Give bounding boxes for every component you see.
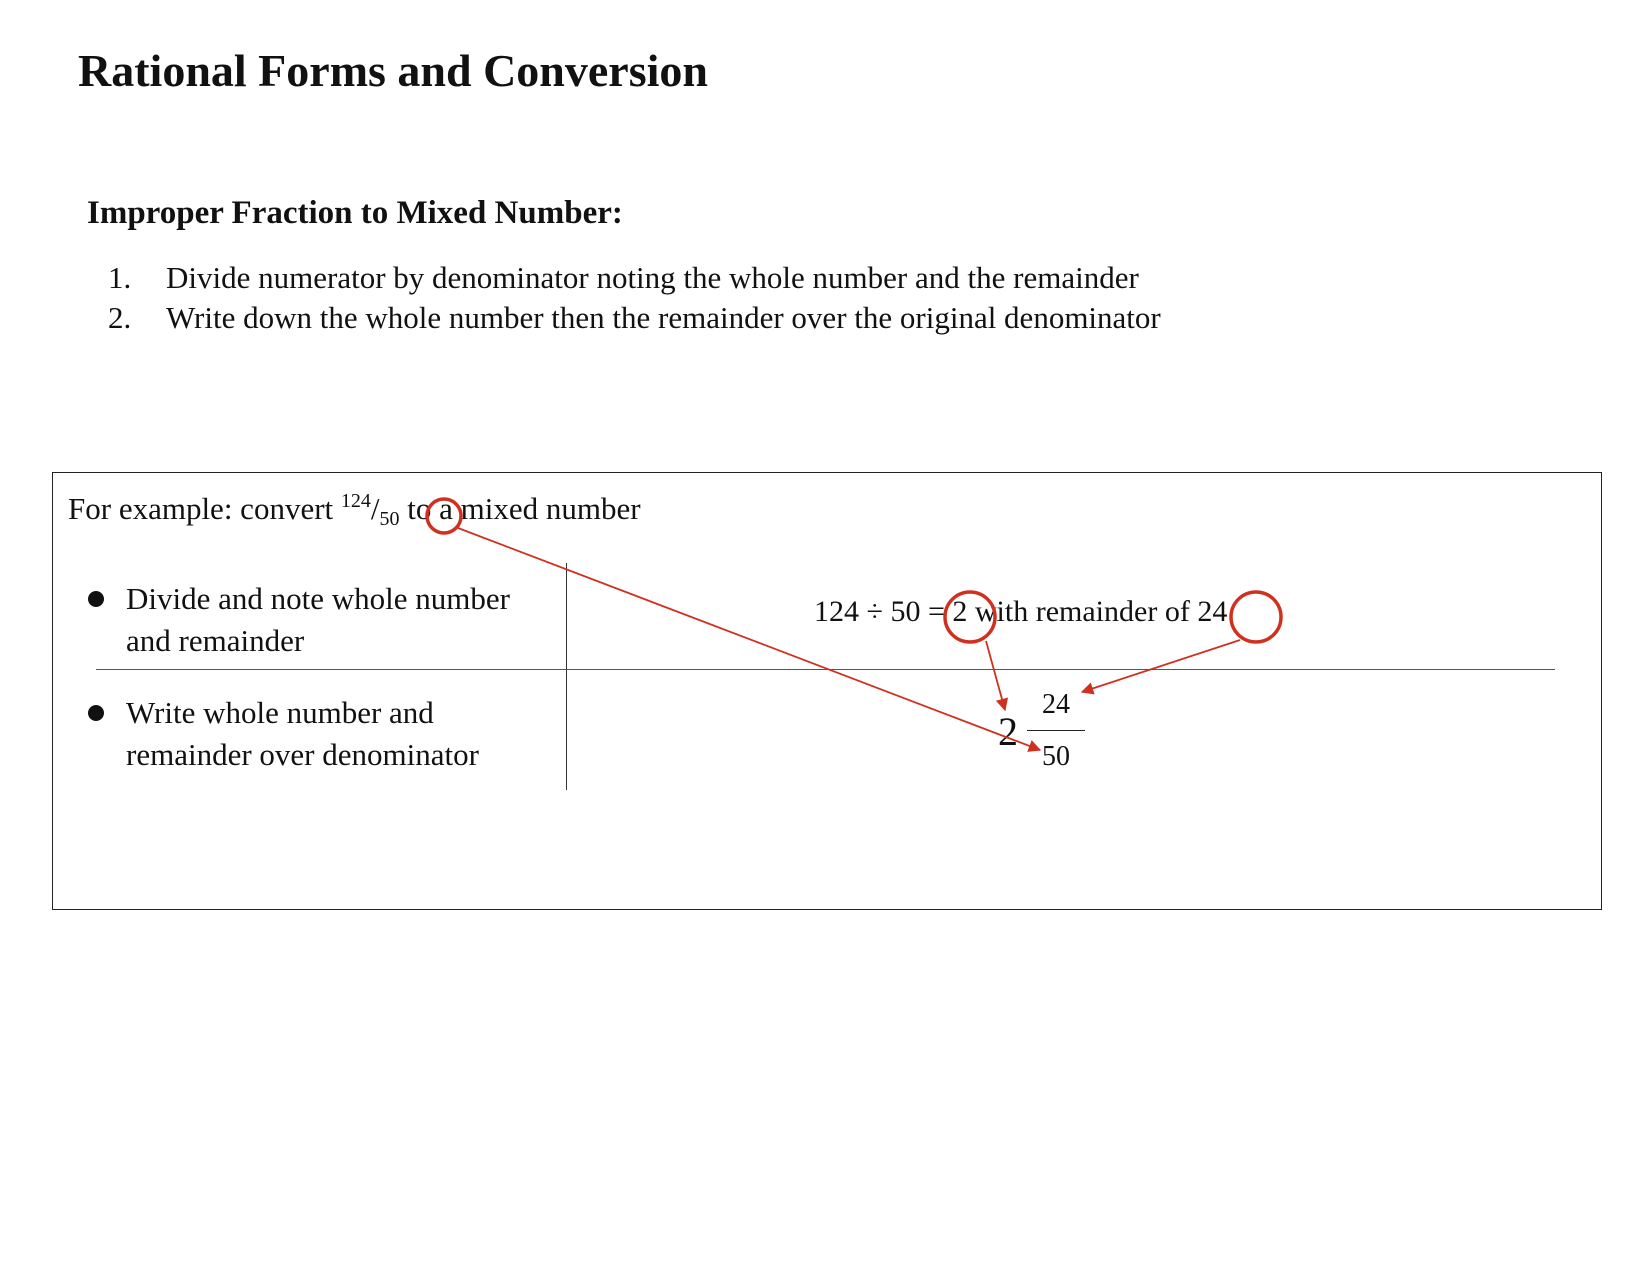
page-title: Rational Forms and Conversion	[78, 45, 708, 96]
bullet-dot	[88, 591, 104, 607]
row-divider	[96, 669, 1555, 670]
fraction-numerator: 124	[340, 490, 371, 512]
intro-suffix: to a mixed number	[399, 491, 641, 526]
equals-sign: =	[927, 595, 945, 628]
bullet-dot	[88, 705, 104, 721]
remainder-value: 24	[1197, 595, 1228, 628]
step-number: 2.	[108, 300, 132, 335]
step-text: Divide numerator by denominator noting t…	[166, 260, 1139, 295]
step-number: 1.	[108, 260, 132, 295]
quotient: 2	[952, 595, 968, 628]
bullet-item-divide: Divide and note whole number and remaind…	[88, 578, 556, 662]
column-divider	[566, 563, 567, 790]
step-text: Write down the whole number then the rem…	[166, 300, 1161, 335]
example-intro: For example: convert 124/50 to a mixed n…	[68, 490, 641, 531]
division-operator: ÷	[866, 595, 883, 628]
fraction-bar	[1027, 730, 1085, 731]
mixed-number-denominator: 50	[1042, 741, 1070, 772]
fraction-denominator: 50	[379, 508, 400, 530]
dividend: 124	[814, 595, 859, 628]
intro-prefix: For example: convert	[68, 491, 341, 526]
mixed-number-numerator: 24	[1042, 689, 1070, 720]
mixed-number-whole: 2	[998, 709, 1018, 754]
bullet-text: Write whole number and remainder over de…	[126, 695, 479, 772]
fraction-slash: /	[370, 491, 380, 526]
divisor: 50	[890, 595, 921, 628]
bullet-text: Divide and note whole number and remaind…	[126, 581, 510, 658]
steps-list: 1. Divide numerator by denominator notin…	[108, 258, 1161, 338]
mixed-number-fraction: 24 50	[1027, 690, 1085, 771]
bullet-item-write: Write whole number and remainder over de…	[88, 692, 556, 776]
step-item: 2. Write down the whole number then the …	[108, 298, 1161, 338]
remainder-phrase: with remainder of	[974, 595, 1190, 628]
example-box	[52, 472, 1602, 910]
step-item: 1. Divide numerator by denominator notin…	[108, 258, 1161, 298]
section-heading: Improper Fraction to Mixed Number:	[87, 195, 623, 231]
division-equation: 124 ÷ 50 = 2 with remainder of 24	[814, 595, 1227, 629]
